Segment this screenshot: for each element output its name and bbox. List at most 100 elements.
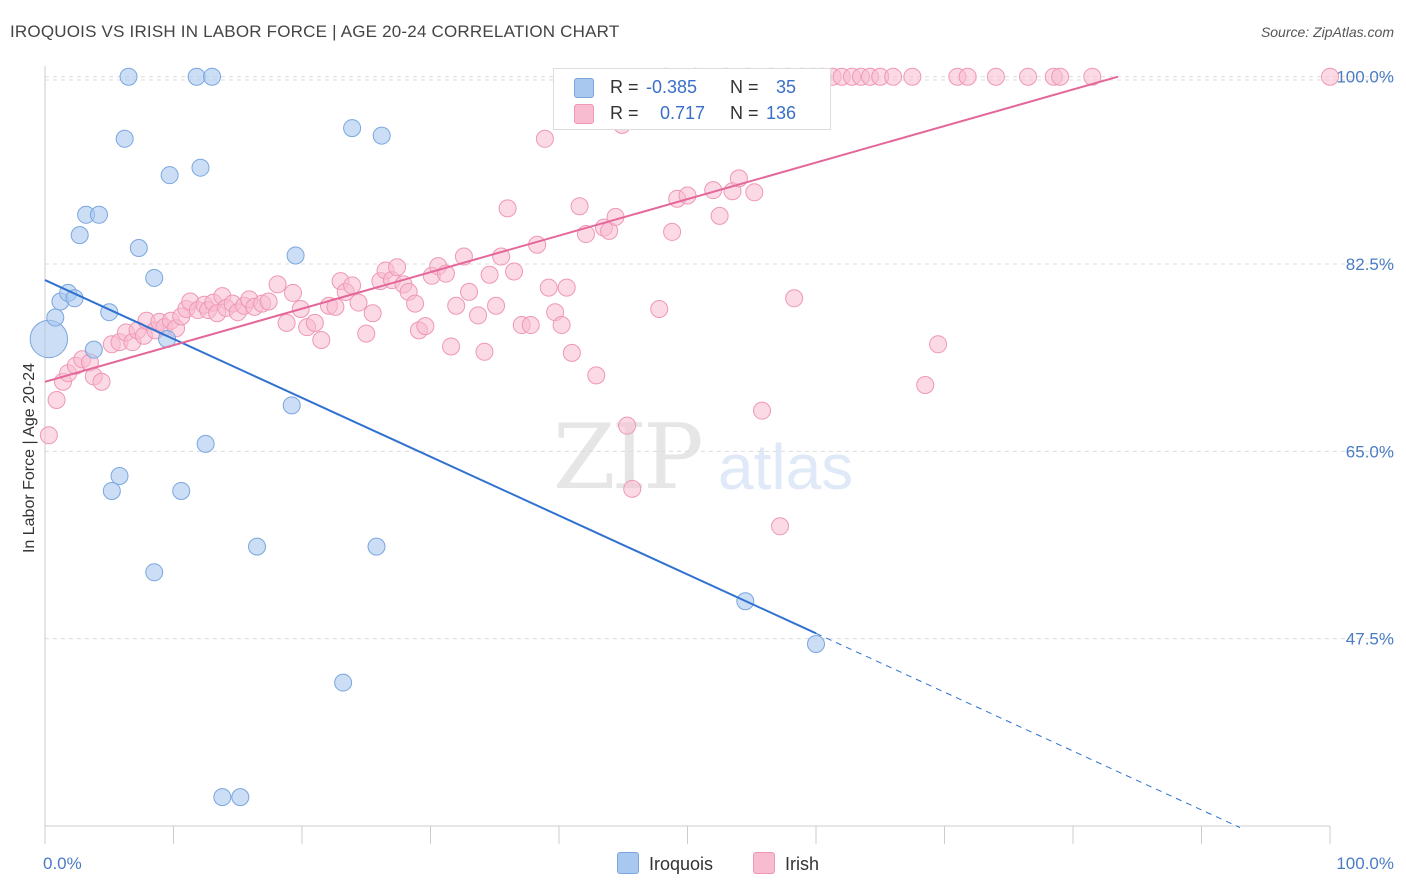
legend-n-label: N = <box>730 77 759 97</box>
y-tick-label: 65.0% <box>1346 442 1394 461</box>
irish-point <box>92 372 111 391</box>
iroquois-point <box>110 466 129 485</box>
irish-point <box>357 324 376 343</box>
irish-point <box>47 390 66 409</box>
iroquois-point <box>191 158 210 177</box>
irish-n-value: 136 <box>766 103 797 123</box>
iroquois-point <box>187 67 206 86</box>
iroquois-swatch <box>574 78 594 98</box>
irish-point <box>349 293 368 312</box>
legend-row-irish: R = 0.717 N = 136 <box>554 101 830 127</box>
legend-label-iroquois: Iroquois <box>649 854 714 874</box>
irish-point <box>284 283 303 302</box>
irish-point <box>623 479 642 498</box>
legend-row-iroquois: R = -0.385 N = 35 <box>554 75 830 101</box>
irish-point <box>771 517 790 536</box>
legend-n-label: N = <box>730 103 759 123</box>
irish-point <box>406 294 425 313</box>
iroquois-n-value: 35 <box>776 77 797 97</box>
irish-point <box>460 282 479 301</box>
irish-point <box>277 313 296 332</box>
irish-point <box>343 276 362 295</box>
iroquois-swatch <box>617 852 639 874</box>
correlation-legend: R = -0.385 N = 35 R = 0.717 N = 136 <box>553 68 831 130</box>
irish-point <box>710 206 729 225</box>
chart-title: IROQUOIS VS IRISH IN LABOR FORCE | AGE 2… <box>10 22 620 41</box>
iroquois-point <box>129 238 148 257</box>
irish-point <box>498 199 517 218</box>
iroquois-point <box>343 119 362 138</box>
irish-point <box>259 292 278 311</box>
legend-item-irish[interactable]: Irish <box>753 852 819 875</box>
irish-point <box>535 129 554 148</box>
irish-point <box>447 296 466 315</box>
irish-point <box>562 343 581 362</box>
iroquois-points <box>29 67 825 807</box>
irish-point <box>416 317 435 336</box>
iroquois-r-value: -0.385 <box>646 77 698 97</box>
legend-r-label: R = <box>610 77 639 97</box>
legend-r-label: R = <box>610 103 639 123</box>
legend-item-iroquois[interactable]: Iroquois <box>617 852 713 875</box>
irish-point <box>1019 67 1038 86</box>
iroquois-point <box>115 129 134 148</box>
y-tick-label: 47.5% <box>1346 630 1394 649</box>
x-tick-label: 100.0% <box>1336 854 1394 873</box>
iroquois-point <box>84 340 103 359</box>
irish-trend-line <box>44 75 1119 383</box>
legend-label-irish: Irish <box>785 854 820 874</box>
irish-point <box>1051 67 1070 86</box>
irish-point <box>363 304 382 323</box>
irish-point <box>986 67 1005 86</box>
irish-point <box>557 278 576 297</box>
irish-point <box>1321 67 1339 86</box>
irish-point <box>528 235 547 254</box>
iroquois-point <box>65 289 84 308</box>
irish-point <box>469 306 488 325</box>
iroquois-point <box>213 788 232 807</box>
iroquois-point <box>372 126 391 145</box>
iroquois-point <box>46 308 65 327</box>
irish-point <box>618 416 637 435</box>
irish-point <box>929 335 948 354</box>
x-tick-label: 0.0% <box>43 854 82 873</box>
irish-point <box>268 275 287 294</box>
irish-point <box>521 316 540 335</box>
irish-point <box>388 258 407 277</box>
irish-point <box>505 262 524 281</box>
iroquois-point <box>248 537 267 556</box>
iroquois-point <box>102 481 121 500</box>
gridlines <box>45 76 1394 640</box>
iroquois-point <box>282 396 301 415</box>
irish-point <box>570 197 589 216</box>
irish-point <box>305 313 324 332</box>
irish-points <box>39 67 1339 536</box>
iroquois-point <box>29 319 69 359</box>
irish-point <box>39 426 58 445</box>
iroquois-point <box>89 205 108 224</box>
irish-point <box>480 265 499 284</box>
irish-point <box>312 331 331 350</box>
watermark-atlas: atlas <box>718 431 854 503</box>
irish-point <box>442 337 461 356</box>
irish-point <box>663 222 682 241</box>
iroquois-point <box>286 246 305 265</box>
trend-lines <box>44 75 1241 829</box>
irish-point <box>745 183 764 202</box>
irish-point <box>475 342 494 361</box>
iroquois-point <box>807 635 825 654</box>
tick-labels: 47.5% 65.0% 82.5% 100.0% 0.0% 100.0% <box>43 68 1394 873</box>
iroquois-point <box>231 788 250 807</box>
iroquois-point <box>172 481 191 500</box>
irish-point <box>552 316 571 335</box>
iroquois-point <box>160 166 179 185</box>
irish-point <box>1083 67 1102 86</box>
iroquois-point <box>119 67 138 86</box>
y-tick-label: 82.5% <box>1346 255 1394 274</box>
irish-point <box>753 401 772 420</box>
irish-point <box>958 67 977 86</box>
iroquois-trend-extension <box>815 632 1241 829</box>
irish-point <box>916 375 935 394</box>
irish-point <box>587 366 606 385</box>
